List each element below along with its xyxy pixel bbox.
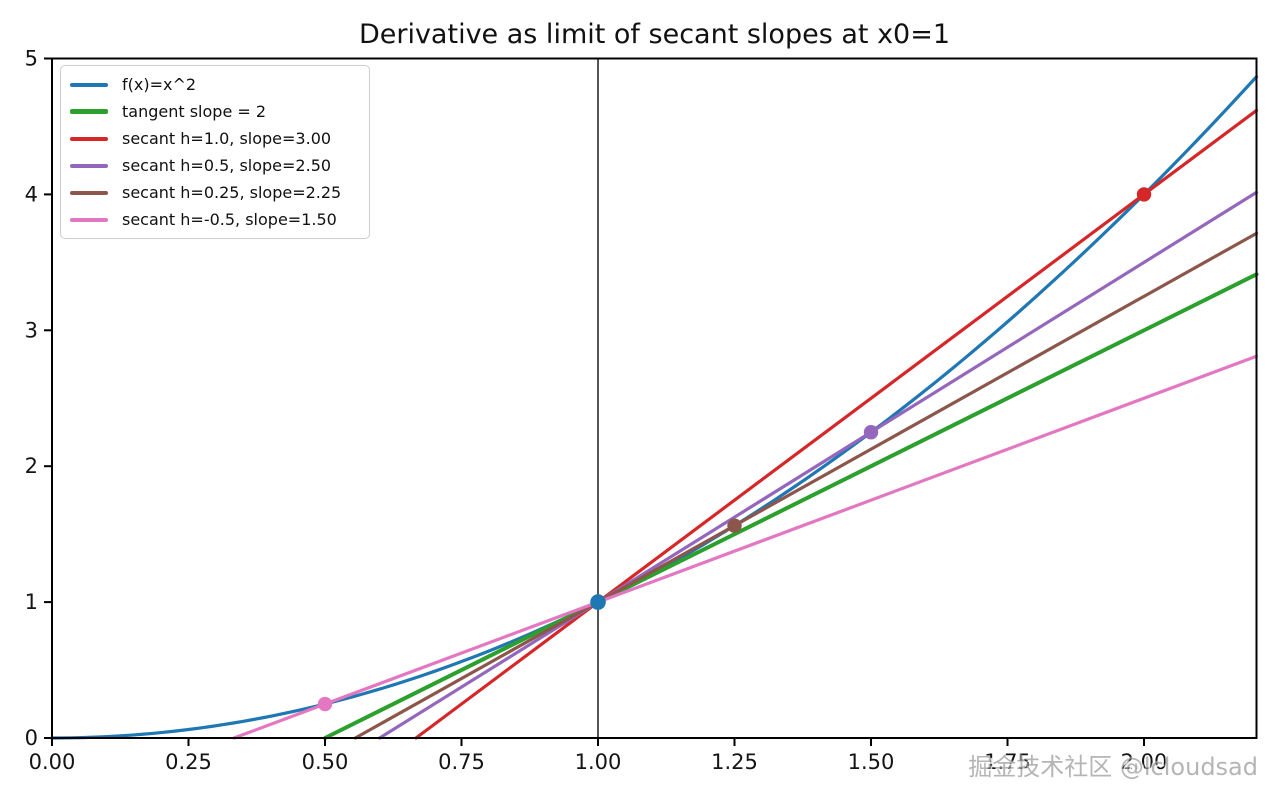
y-tick-label: 2 bbox=[25, 454, 38, 478]
x-tick-label: 0.25 bbox=[165, 750, 212, 774]
base-point-x0 bbox=[590, 594, 606, 610]
chart-title: Derivative as limit of secant slopes at … bbox=[358, 19, 951, 50]
tangent-line bbox=[323, 272, 1259, 740]
secant-line-h0.5 bbox=[378, 190, 1259, 740]
legend-swatch-fx bbox=[70, 82, 108, 87]
legend-label-secant-h05: secant h=0.5, slope=2.50 bbox=[122, 156, 332, 175]
legend-item-secant-hneg05: secant h=-0.5, slope=1.50 bbox=[70, 206, 360, 233]
x-tick-label: 1.25 bbox=[711, 750, 758, 774]
x-tick-label: 0.00 bbox=[29, 750, 76, 774]
y-tick-label: 1 bbox=[25, 590, 38, 614]
x-tick-label: 2.00 bbox=[1121, 750, 1168, 774]
secant-point-h-0.5 bbox=[317, 696, 333, 712]
secant-line-h0.25 bbox=[353, 231, 1259, 740]
x-tick-label: 0.50 bbox=[302, 750, 349, 774]
legend-label-secant-hneg05: secant h=-0.5, slope=1.50 bbox=[122, 210, 337, 229]
x-tick-label: 0.75 bbox=[438, 750, 485, 774]
y-tick-label: 5 bbox=[25, 47, 38, 71]
legend-item-secant-h025: secant h=0.25, slope=2.25 bbox=[70, 179, 360, 206]
secant-point-h1 bbox=[1136, 187, 1152, 202]
y-tick-label: 0 bbox=[25, 726, 38, 750]
axes-spines bbox=[51, 57, 1258, 739]
legend-item-tangent: tangent slope = 2 bbox=[70, 98, 360, 125]
legend: f(x)=x^2 tangent slope = 2 secant h=1.0,… bbox=[60, 65, 370, 239]
secant-line-h-0.5 bbox=[232, 354, 1259, 740]
secant-line-h1 bbox=[414, 108, 1259, 740]
legend-swatch-secant-h025 bbox=[70, 190, 108, 195]
x-tick-label: 1.50 bbox=[848, 750, 895, 774]
legend-label-secant-h1: secant h=1.0, slope=3.00 bbox=[122, 129, 332, 148]
secant-point-h0.5 bbox=[863, 425, 879, 440]
legend-label-fx: f(x)=x^2 bbox=[122, 75, 197, 94]
legend-swatch-secant-h1 bbox=[70, 136, 108, 141]
legend-label-secant-h025: secant h=0.25, slope=2.25 bbox=[122, 183, 342, 202]
legend-item-secant-h05: secant h=0.5, slope=2.50 bbox=[70, 152, 360, 179]
x-tick-label: 1.75 bbox=[984, 750, 1031, 774]
legend-item-secant-h1: secant h=1.0, slope=3.00 bbox=[70, 125, 360, 152]
x-tick-label: 1.00 bbox=[575, 750, 622, 774]
legend-swatch-tangent bbox=[70, 109, 108, 114]
secant-point-h0.25 bbox=[727, 518, 742, 533]
legend-swatch-secant-hneg05 bbox=[70, 217, 108, 222]
legend-label-tangent: tangent slope = 2 bbox=[122, 102, 267, 121]
legend-swatch-secant-h05 bbox=[70, 163, 108, 168]
legend-item-fx: f(x)=x^2 bbox=[70, 71, 360, 98]
y-tick-label: 3 bbox=[25, 318, 38, 342]
y-tick-label: 4 bbox=[25, 182, 38, 206]
